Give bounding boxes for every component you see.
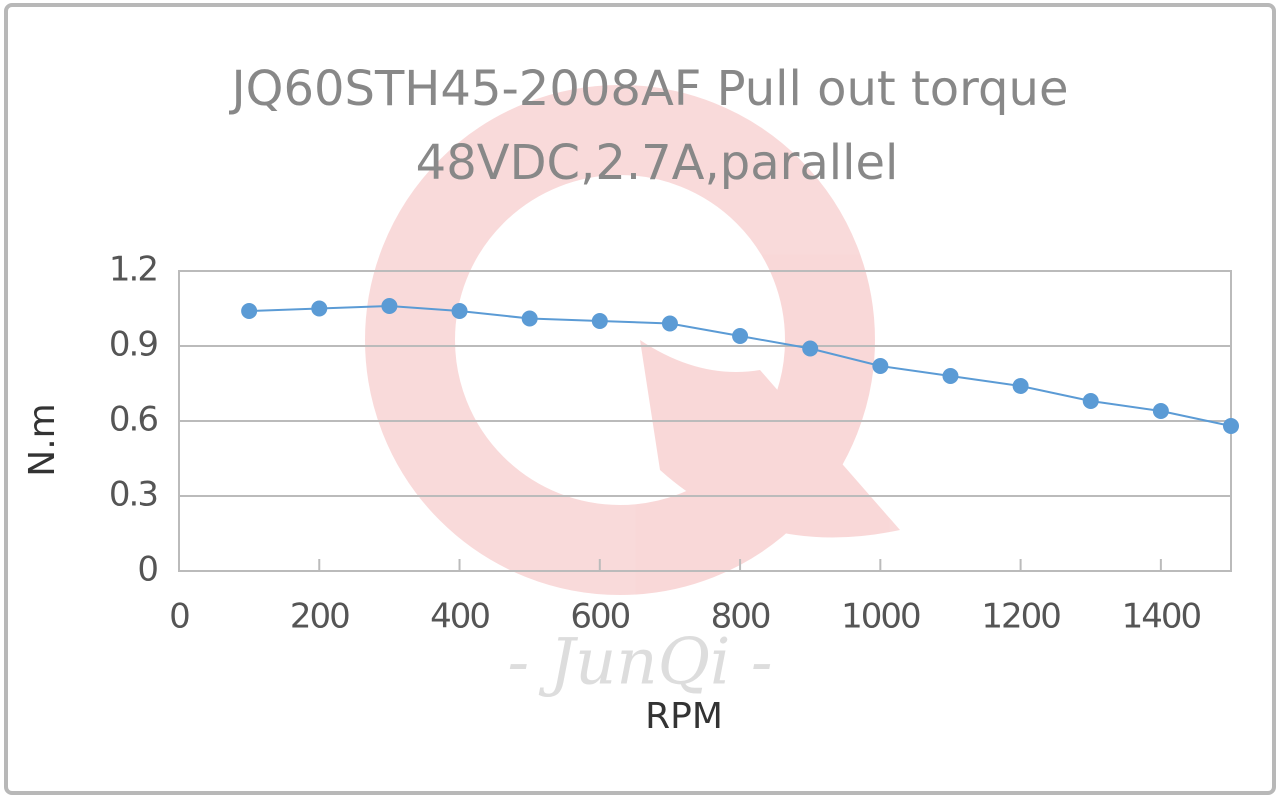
marker [241,303,258,319]
logo-ring [365,85,875,595]
marker [1012,378,1029,394]
y-tick-label: 1.2 [109,250,157,290]
marker [591,313,608,329]
marker [942,368,959,384]
marker [1152,403,1169,419]
marker [732,328,749,344]
marker [1082,393,1099,409]
watermark: - JunQi - [508,626,773,700]
marker [872,358,889,374]
x-tick-label: 800 [711,597,770,637]
marker [521,310,538,327]
x-tick-label: 0 [169,597,189,637]
frame [4,3,1276,795]
logo [365,85,900,595]
y-tick-label: 0.3 [109,475,157,515]
x-tick-label: 1200 [981,597,1060,637]
marker [1223,418,1239,434]
y-tick-label: 0.6 [109,400,157,440]
chart-title: JQ60STH45-2008AF Pull out torque [229,61,1069,117]
marker [661,315,678,332]
x-tick-label: 1000 [841,597,920,637]
marker [451,303,468,319]
y-tick-label: 0 [137,550,157,590]
x-tick-label: 600 [570,597,629,637]
x-tick-label: 200 [290,597,349,637]
marker [802,340,819,357]
x-tick-label: 1400 [1122,597,1201,637]
x-axis-label: RPM [645,696,723,737]
y-tick-label: 0.9 [109,325,157,365]
y-axis-label: N.m [22,403,63,476]
marker [381,298,398,314]
x-tick-label: 400 [430,597,489,637]
marker [311,300,328,317]
chart-subtitle: 48VDC,2.7A,parallel [416,135,899,191]
logo-tail [640,340,900,538]
